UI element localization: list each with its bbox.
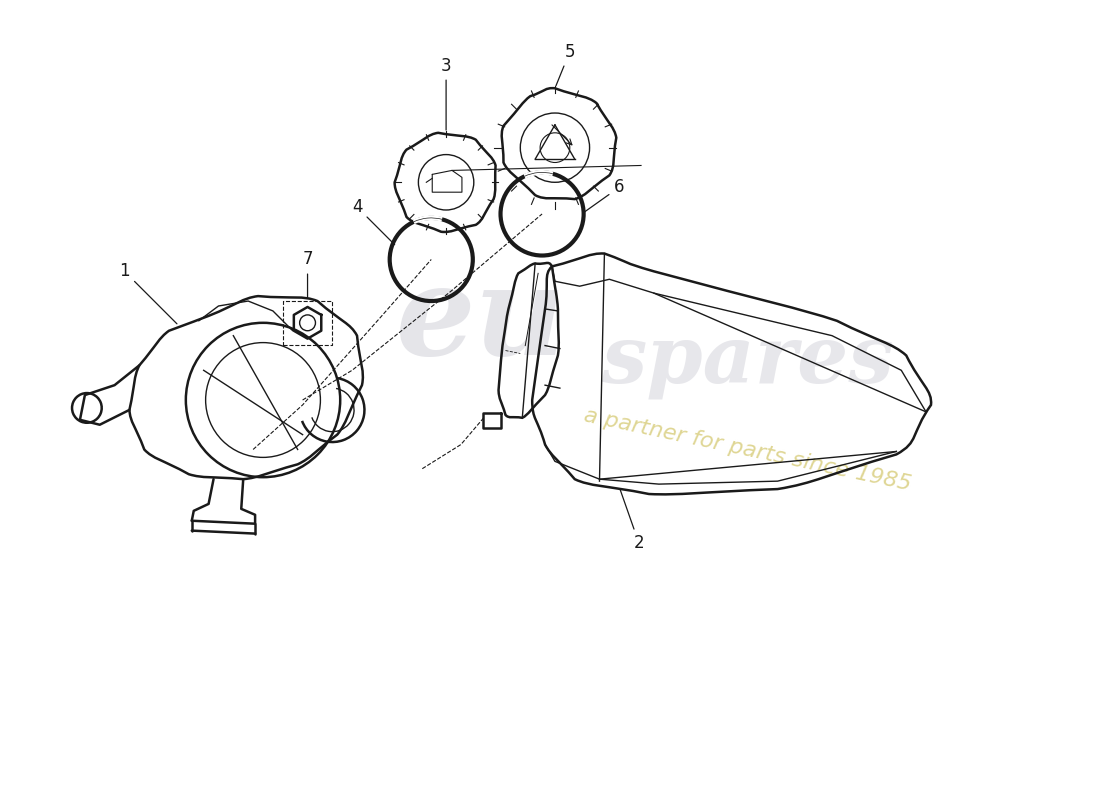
Text: eu: eu bbox=[396, 260, 565, 382]
Text: spares: spares bbox=[602, 322, 894, 399]
Text: 4: 4 bbox=[352, 198, 395, 245]
Text: a partner for parts since 1985: a partner for parts since 1985 bbox=[582, 405, 913, 494]
Text: 2: 2 bbox=[620, 490, 645, 553]
Text: 7: 7 bbox=[302, 250, 312, 298]
Text: 5: 5 bbox=[556, 42, 575, 86]
Text: 1: 1 bbox=[119, 262, 177, 324]
Text: 3: 3 bbox=[441, 57, 451, 130]
Text: 6: 6 bbox=[584, 178, 625, 212]
